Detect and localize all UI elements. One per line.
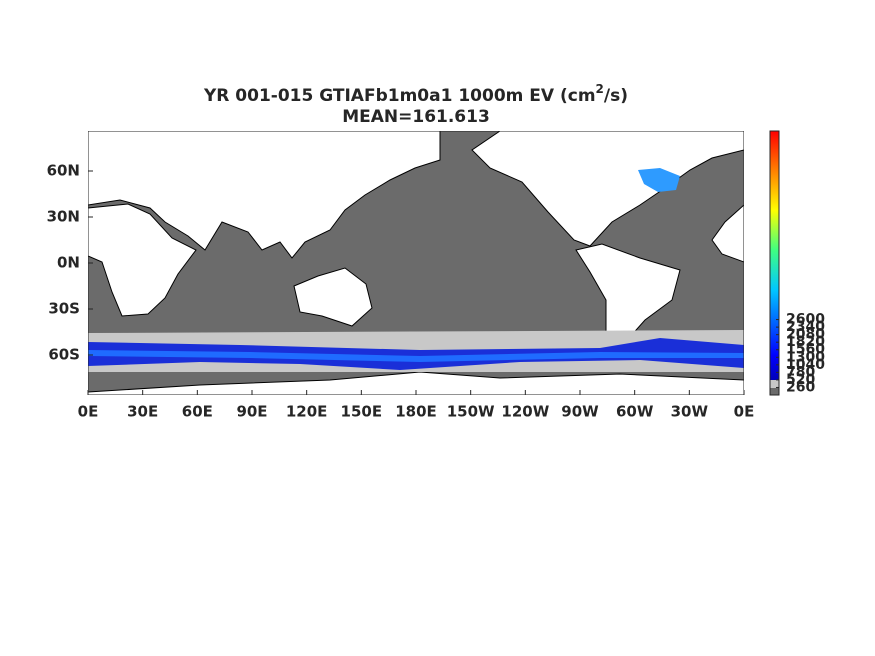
- x-tick-label: 150W: [447, 403, 495, 421]
- y-tick-label: 30N: [47, 208, 80, 226]
- colorbar-tick-label: 1040: [786, 357, 825, 373]
- x-tick-label: 30W: [671, 403, 709, 421]
- y-tick-label: 60N: [47, 162, 80, 180]
- colorbar-tick-label: 2080: [786, 327, 825, 343]
- colorbar-tick-label: 520: [786, 372, 815, 388]
- y-tick-label: 60S: [48, 346, 80, 364]
- title-text: YR 001-015 GTIAFb1m0a1 1000m EV (cm: [203, 86, 596, 106]
- x-tick-label: 90E: [236, 403, 267, 421]
- x-tick-label: 60W: [616, 403, 654, 421]
- south-america: [575, 243, 681, 347]
- x-tick-label: 30E: [127, 403, 158, 421]
- title: YR 001-015 GTIAFb1m0a1 1000m EV (cm2/s): [203, 82, 628, 107]
- subtitle: MEAN=161.613: [342, 107, 490, 127]
- southern-ocean-band: [88, 338, 744, 370]
- colorbar-gradient: [770, 131, 779, 395]
- labrador-sea: [638, 168, 680, 192]
- colorbar-tick-label: 780: [786, 364, 815, 380]
- antarctica: [88, 371, 744, 395]
- title-suffix: /s): [604, 86, 628, 106]
- x-tick-label: 180E: [395, 403, 437, 421]
- x-tick-label: 150E: [341, 403, 383, 421]
- colorbar-tick-label: 1300: [786, 349, 825, 365]
- x-tick-label: 120W: [501, 403, 549, 421]
- colorbar-light-gray: [770, 380, 779, 388]
- colorbar-tick-label: 2600: [786, 312, 825, 328]
- southern-ocean-core: [88, 350, 744, 362]
- x-tick-label: 0E: [78, 403, 99, 421]
- map: [88, 131, 744, 395]
- colorbar-tick-label: 1820: [786, 334, 825, 350]
- africa: [88, 203, 197, 317]
- colorbar-tick-label: 2340: [786, 319, 825, 335]
- x-tick-label: 120E: [286, 403, 328, 421]
- colorbar-frame: [769, 130, 780, 396]
- africa-west: [711, 204, 744, 263]
- australia: [293, 267, 373, 327]
- colorbar-tick-label: 1560: [786, 342, 825, 358]
- x-tick-label: 90W: [561, 403, 599, 421]
- y-tick-label: 30S: [48, 300, 80, 318]
- title-superscript: 2: [596, 82, 604, 96]
- colorbar-dark-gray: [770, 388, 779, 395]
- x-tick-label: 60E: [182, 403, 213, 421]
- colorbar-tick-label: 260: [786, 379, 815, 395]
- eurasia: [88, 131, 441, 259]
- y-tick-label: 0N: [57, 254, 80, 272]
- north-america: [471, 131, 744, 247]
- x-tick-label: 0E: [734, 403, 755, 421]
